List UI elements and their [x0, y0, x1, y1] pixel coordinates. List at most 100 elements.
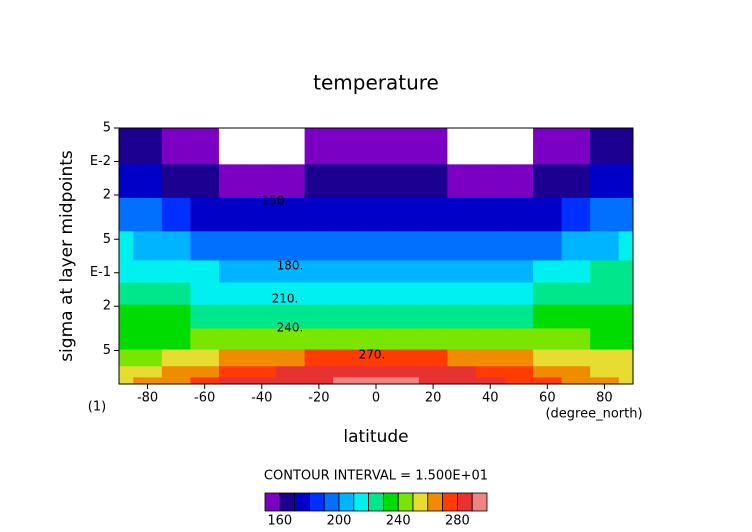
contour-cell	[447, 366, 477, 378]
contour-cell	[533, 349, 563, 367]
contour-cell	[590, 164, 620, 199]
contour-cell	[119, 377, 134, 385]
contour-cell	[618, 260, 634, 284]
contour-cell	[447, 164, 477, 199]
contour-cell	[590, 366, 620, 378]
contour-cell	[418, 377, 448, 385]
contour-cell	[475, 260, 505, 284]
contour-cell	[533, 377, 563, 385]
contour-cell	[218, 197, 248, 232]
y-tick-label: 5	[103, 343, 111, 358]
contour-cell	[133, 282, 163, 306]
contour-cell	[475, 164, 505, 199]
contour-cell	[418, 349, 448, 367]
colorbar-box	[427, 492, 443, 512]
x-tick-label: -60	[194, 391, 215, 406]
contour-cell	[533, 304, 563, 329]
contour-cell	[276, 349, 306, 367]
contour-cell	[561, 260, 591, 284]
colorbar-box	[368, 492, 384, 512]
contour-cell	[119, 328, 134, 351]
contour-cell	[475, 128, 505, 165]
contour-cell	[276, 366, 306, 378]
contour-cell	[119, 366, 134, 378]
contour-cell	[590, 282, 620, 306]
contour-cell	[504, 282, 534, 306]
contour-cell	[447, 377, 477, 385]
contour-cell	[190, 260, 220, 284]
contour-cell	[533, 260, 563, 284]
colorbar-box	[471, 492, 488, 512]
contour-label: 210.	[272, 292, 299, 306]
contour-cell	[475, 304, 505, 329]
contour-cell	[247, 197, 277, 232]
contour-cell	[133, 164, 163, 199]
contour-cell	[590, 304, 620, 329]
contour-cell	[276, 282, 306, 306]
contour-cell	[533, 164, 563, 199]
contour-cell	[418, 304, 448, 329]
contour-cell	[361, 197, 391, 232]
x-tick-label: -40	[251, 391, 272, 406]
colorbar-box	[456, 492, 473, 512]
contour-cell	[504, 304, 534, 329]
contour-cell	[533, 328, 563, 351]
contour-cell	[418, 366, 448, 378]
contour-cell	[247, 366, 277, 378]
contour-cell	[218, 366, 248, 378]
contour-cell	[447, 260, 477, 284]
contour-cell	[561, 377, 591, 385]
contour-cell	[161, 197, 191, 232]
contour-cell	[190, 349, 220, 367]
contour-cell	[218, 231, 248, 261]
contour-label: 240.	[277, 321, 304, 335]
contour-cell	[304, 164, 334, 199]
contour-cell	[276, 304, 306, 329]
contour-cell	[475, 282, 505, 306]
x-tick-label: 20	[425, 391, 442, 406]
x-tick-label: 40	[482, 391, 499, 406]
contour-cell	[361, 366, 391, 378]
y-tick-label: E-2	[90, 154, 111, 169]
contour-cell	[504, 164, 534, 199]
contour-cell	[418, 328, 448, 351]
contour-cell	[161, 282, 191, 306]
overlay: -80 -60 -40 -20 0 20 40 60 80 5 E-2 2 5 E-1 2 5 150. 180.…	[90, 121, 634, 406]
colorbar-box	[442, 492, 458, 512]
y-tick-label: 2	[103, 187, 111, 202]
contour-cell	[475, 231, 505, 261]
colorbar-label: 240	[386, 514, 411, 529]
colorbar-box	[412, 492, 429, 512]
contour-cell	[304, 260, 334, 284]
x-tick-label: 60	[539, 391, 556, 406]
contour-cell	[119, 260, 134, 284]
contour-cell	[618, 197, 634, 232]
contour-cell	[418, 260, 448, 284]
contour-cell	[447, 231, 477, 261]
contour-cell	[190, 328, 220, 351]
colorbar-box	[338, 492, 355, 512]
contour-cell	[390, 164, 420, 199]
contour-cell	[218, 260, 248, 284]
contour-cell	[533, 366, 563, 378]
contour-cell	[504, 328, 534, 351]
contour-cell	[390, 328, 420, 351]
chart-title: temperature	[313, 71, 439, 95]
contour-cell	[304, 349, 334, 367]
corner-label: (1)	[88, 400, 106, 415]
contour-cell	[276, 377, 306, 385]
y-axis-label: sigma at layer midpoints	[57, 150, 77, 362]
contour-cell	[390, 366, 420, 378]
contour-cell	[333, 231, 363, 261]
contour-cell	[276, 328, 306, 351]
contour-cell	[119, 164, 134, 199]
contour-cell	[333, 328, 363, 351]
contour-cell	[447, 349, 477, 367]
contour-fill	[119, 128, 634, 385]
contour-cell	[618, 377, 634, 385]
contour-cell	[504, 231, 534, 261]
contour-cell	[276, 197, 306, 232]
contour-cell	[161, 366, 191, 378]
contour-cell	[119, 128, 134, 165]
